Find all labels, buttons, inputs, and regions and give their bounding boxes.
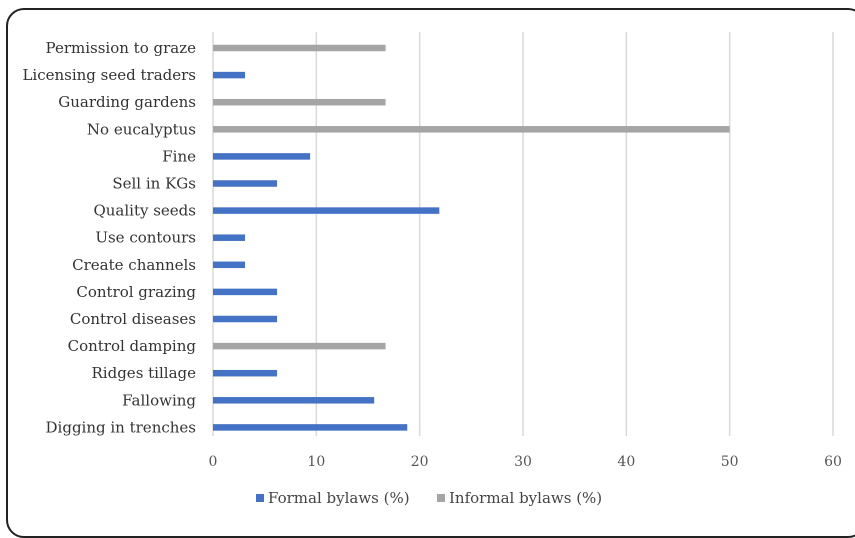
chart-frame [6,8,855,538]
category-label: Control grazing [76,283,196,301]
gridlines [212,32,834,436]
category-label: Licensing seed traders [22,66,196,84]
category-label: Ridges tillage [92,364,197,382]
category-label: Fine [162,147,196,165]
category-label: Digging in trenches [46,418,196,436]
x-tick-labels: 0 10 20 30 40 50 60 [209,454,842,470]
bar [213,288,278,296]
x-tick-label: 60 [824,454,842,470]
legend-label: Informal bylaws (%) [449,489,602,507]
bar [213,126,730,133]
x-tick-label: 30 [514,454,532,470]
bars [213,44,730,431]
x-tick-label: 10 [307,454,325,470]
x-tick-label: 20 [411,454,429,470]
bar [213,342,386,350]
bar [213,98,386,106]
bar [213,180,278,187]
category-label: Control diseases [70,310,196,328]
category-label: No eucalyptus [87,120,196,138]
x-tick-label: 40 [617,454,635,470]
bar-chart: Permission to graze Licensing seed trader… [22,32,842,507]
category-label: Guarding gardens [58,93,196,111]
bar [213,234,246,241]
bar [213,71,246,79]
bar [213,369,278,377]
bar [213,207,440,214]
x-tick-label: 0 [209,454,218,470]
bar [213,44,386,52]
category-label: Fallowing [122,391,196,409]
category-labels: Permission to graze Licensing seed trader… [22,39,196,436]
legend: Formal bylaws (%) Informal bylaws (%) [256,489,602,507]
legend-swatch [437,494,445,502]
x-tick-label: 50 [721,454,739,470]
bar [213,397,375,404]
bar [213,424,408,431]
bar [213,153,311,160]
category-label: Use contours [95,229,196,247]
bar [213,315,278,323]
category-label: Quality seeds [93,202,196,220]
category-label: Permission to graze [46,39,197,57]
bar [213,261,246,269]
category-label: Create channels [72,256,196,274]
legend-swatch [256,494,264,502]
category-label: Sell in KGs [112,175,196,193]
category-label: Control damping [68,337,197,355]
legend-label: Formal bylaws (%) [268,489,410,507]
